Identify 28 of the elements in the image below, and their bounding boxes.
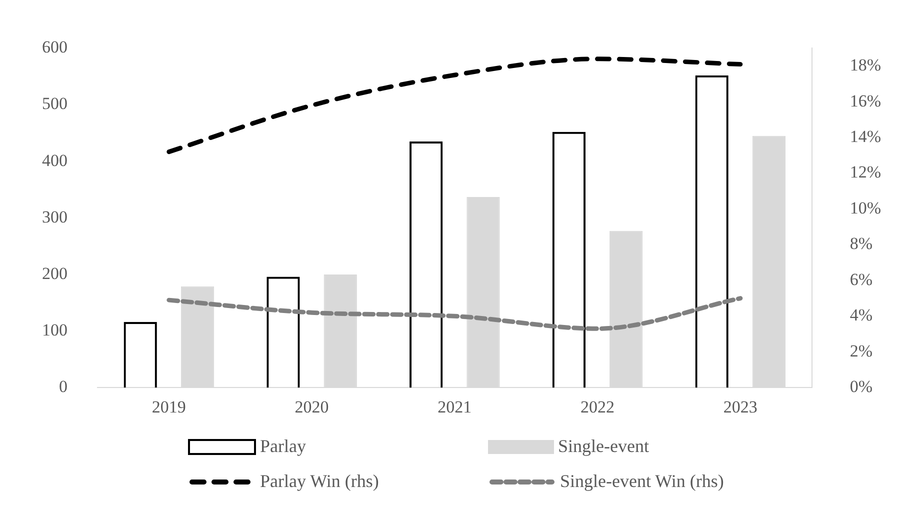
y2-tick-label: 10% <box>850 198 882 218</box>
y2-tick-label: 4% <box>850 306 873 325</box>
y-tick-label: 200 <box>42 264 68 283</box>
legend-label: Parlay Win (rhs) <box>260 471 379 492</box>
x-tick-label: 2023 <box>723 397 758 416</box>
legend-label: Single-event <box>558 436 649 457</box>
y2-tick-label: 14% <box>850 126 882 146</box>
y-tick-label: 600 <box>42 38 68 57</box>
line-series <box>166 296 743 331</box>
y-tick-label: 100 <box>42 320 68 340</box>
y2-tick-label: 8% <box>850 234 873 254</box>
y2-tick-label: 6% <box>850 270 873 289</box>
x-tick-label: 2022 <box>580 397 615 416</box>
x-tick-label: 2021 <box>438 397 472 416</box>
legend-label: Parlay <box>260 436 306 457</box>
x-tick-label: 2020 <box>294 397 329 416</box>
y-tick-label: 500 <box>42 94 68 114</box>
y-tick-label: 0 <box>59 377 68 396</box>
y2-tick-label: 18% <box>850 56 882 75</box>
y2-tick-label: 0% <box>850 377 873 396</box>
y-tick-label: 300 <box>42 207 68 226</box>
y2-tick-label: 16% <box>850 91 882 110</box>
y-tick-label: 400 <box>42 150 68 170</box>
line-series <box>166 56 743 154</box>
x-tick-label: 2019 <box>152 397 186 416</box>
legend-label: Single-event Win (rhs) <box>560 471 724 492</box>
y2-tick-label: 2% <box>850 341 873 360</box>
y2-tick-label: 12% <box>850 162 882 182</box>
